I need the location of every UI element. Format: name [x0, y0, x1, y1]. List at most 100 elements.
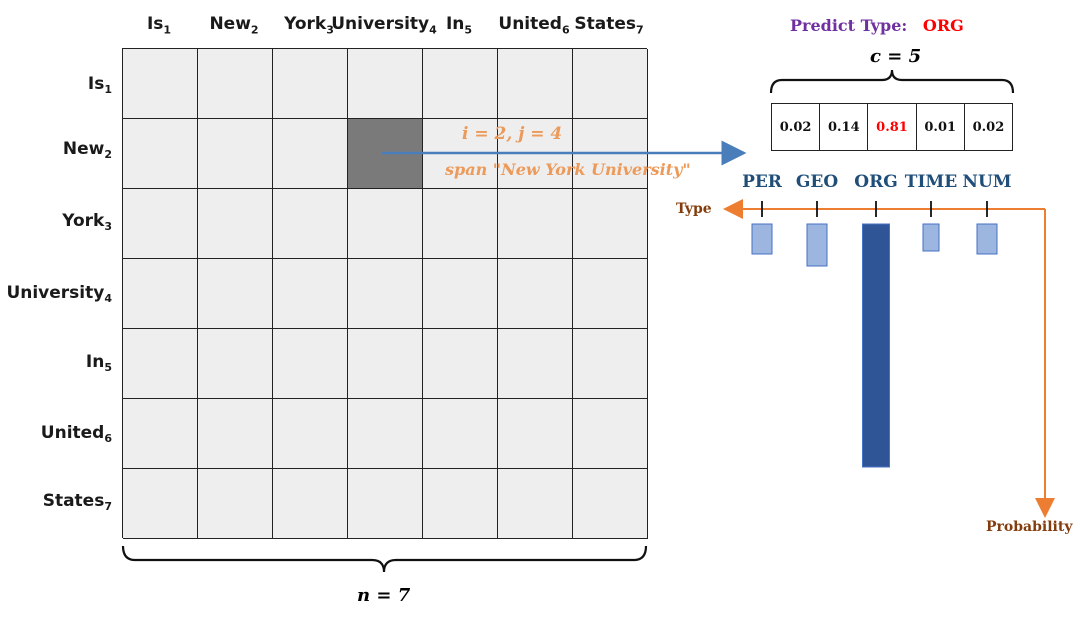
- span-cell: [273, 119, 348, 189]
- probability-bar-time: [922, 223, 940, 252]
- span-cell: [573, 259, 648, 329]
- token-index: 6: [561, 23, 570, 37]
- row-token-7: States7: [43, 491, 112, 513]
- token-word: New: [209, 14, 251, 34]
- span-cell: [498, 329, 573, 399]
- col-token-2: New2: [209, 14, 258, 36]
- col-token-3: York3: [284, 14, 334, 36]
- span-cell: [423, 189, 498, 259]
- type-label-time: TIME: [904, 172, 958, 192]
- token-word: York: [284, 14, 327, 34]
- span-cell: [273, 399, 348, 469]
- type-label-num: NUM: [962, 172, 1012, 192]
- span-cell: [423, 469, 498, 539]
- span-cell: [348, 469, 423, 539]
- probability-cell-num: 0.02: [972, 119, 1005, 135]
- col-token-6: United6: [498, 14, 569, 36]
- token-index: 3: [326, 23, 334, 37]
- probability-cell-geo: 0.14: [820, 104, 869, 150]
- span-cell: [573, 189, 648, 259]
- probability-bar-geo: [806, 223, 828, 267]
- probability-bar-per: [751, 223, 773, 255]
- span-cell: [348, 329, 423, 399]
- c-brace: [769, 69, 1015, 94]
- span-cell: [348, 259, 423, 329]
- span-cell: [498, 189, 573, 259]
- span-cell: [423, 259, 498, 329]
- sequence-length-label: n = 7: [357, 585, 411, 606]
- span-cell: [573, 469, 648, 539]
- span-cell: [198, 119, 273, 189]
- token-index: 2: [250, 23, 259, 37]
- span-cell: [348, 189, 423, 259]
- token-word: United: [498, 14, 562, 34]
- span-cell: [123, 189, 198, 259]
- probability-cell-org: 0.81: [868, 104, 917, 150]
- token-word: United: [40, 422, 105, 443]
- span-cell: [123, 329, 198, 399]
- token-index: 6: [104, 432, 112, 446]
- type-label-org: ORG: [854, 172, 898, 192]
- span-cell: [348, 49, 423, 119]
- span-cell: [573, 329, 648, 399]
- span-cell: [198, 469, 273, 539]
- span-cell: [273, 189, 348, 259]
- token-word: Is: [87, 73, 105, 94]
- span-text-label: span "New York University": [445, 160, 691, 179]
- n-brace: [121, 545, 648, 573]
- span-cell: [573, 49, 648, 119]
- span-cell: [498, 259, 573, 329]
- span-cell: [423, 49, 498, 119]
- token-index: 4: [104, 292, 112, 306]
- span-matrix: [122, 48, 648, 539]
- span-cell: [198, 49, 273, 119]
- col-token-7: States7: [574, 14, 643, 36]
- token-word: States: [574, 14, 636, 34]
- span-cell: [573, 399, 648, 469]
- span-cell: [273, 259, 348, 329]
- span-cell: [498, 399, 573, 469]
- token-index: 4: [429, 23, 437, 37]
- token-word: New: [62, 138, 105, 159]
- type-label-per: PER: [742, 172, 782, 192]
- span-cell: [123, 259, 198, 329]
- span-cell: [273, 469, 348, 539]
- span-cell: [198, 329, 273, 399]
- token-index: 7: [104, 500, 112, 514]
- span-cell: [423, 329, 498, 399]
- token-index: 2: [104, 148, 112, 162]
- span-cell: [348, 399, 423, 469]
- prediction-label: Predict Type:: [790, 16, 908, 35]
- span-cell: [273, 49, 348, 119]
- row-token-4: University4: [6, 283, 112, 305]
- token-index: 5: [104, 361, 112, 375]
- token-index: 7: [635, 23, 644, 37]
- token-word: York: [62, 210, 105, 231]
- span-cell: [498, 49, 573, 119]
- col-token-5: In5: [446, 14, 472, 36]
- type-axis-label: Type: [676, 201, 712, 217]
- span-cell: [198, 399, 273, 469]
- prediction-value: ORG: [922, 16, 964, 35]
- col-token-1: Is1: [147, 14, 171, 36]
- token-index: 1: [163, 23, 172, 37]
- token-word: States: [42, 490, 105, 511]
- class-count-label: c = 5: [870, 46, 922, 67]
- probability-cell-time: 0.01: [917, 104, 965, 150]
- row-token-2: New2: [63, 139, 112, 161]
- span-cell: [123, 469, 198, 539]
- token-word: University: [331, 14, 430, 34]
- probability-vector: 0.02 0.14 0.81 0.01 0.02: [771, 103, 1013, 151]
- token-word: In: [85, 351, 105, 372]
- span-cell: [123, 119, 198, 189]
- row-token-1: Is1: [88, 74, 112, 96]
- row-token-3: York3: [62, 211, 112, 233]
- span-indices-label: i = 2, j = 4: [462, 124, 563, 144]
- probability-bar-org: [862, 223, 890, 468]
- row-token-6: United6: [41, 423, 112, 445]
- probability-axis-label: Probability: [986, 519, 1073, 535]
- prediction-title: Predict Type: ORG: [790, 16, 964, 35]
- token-index: 1: [104, 83, 112, 97]
- token-index: 3: [104, 220, 112, 234]
